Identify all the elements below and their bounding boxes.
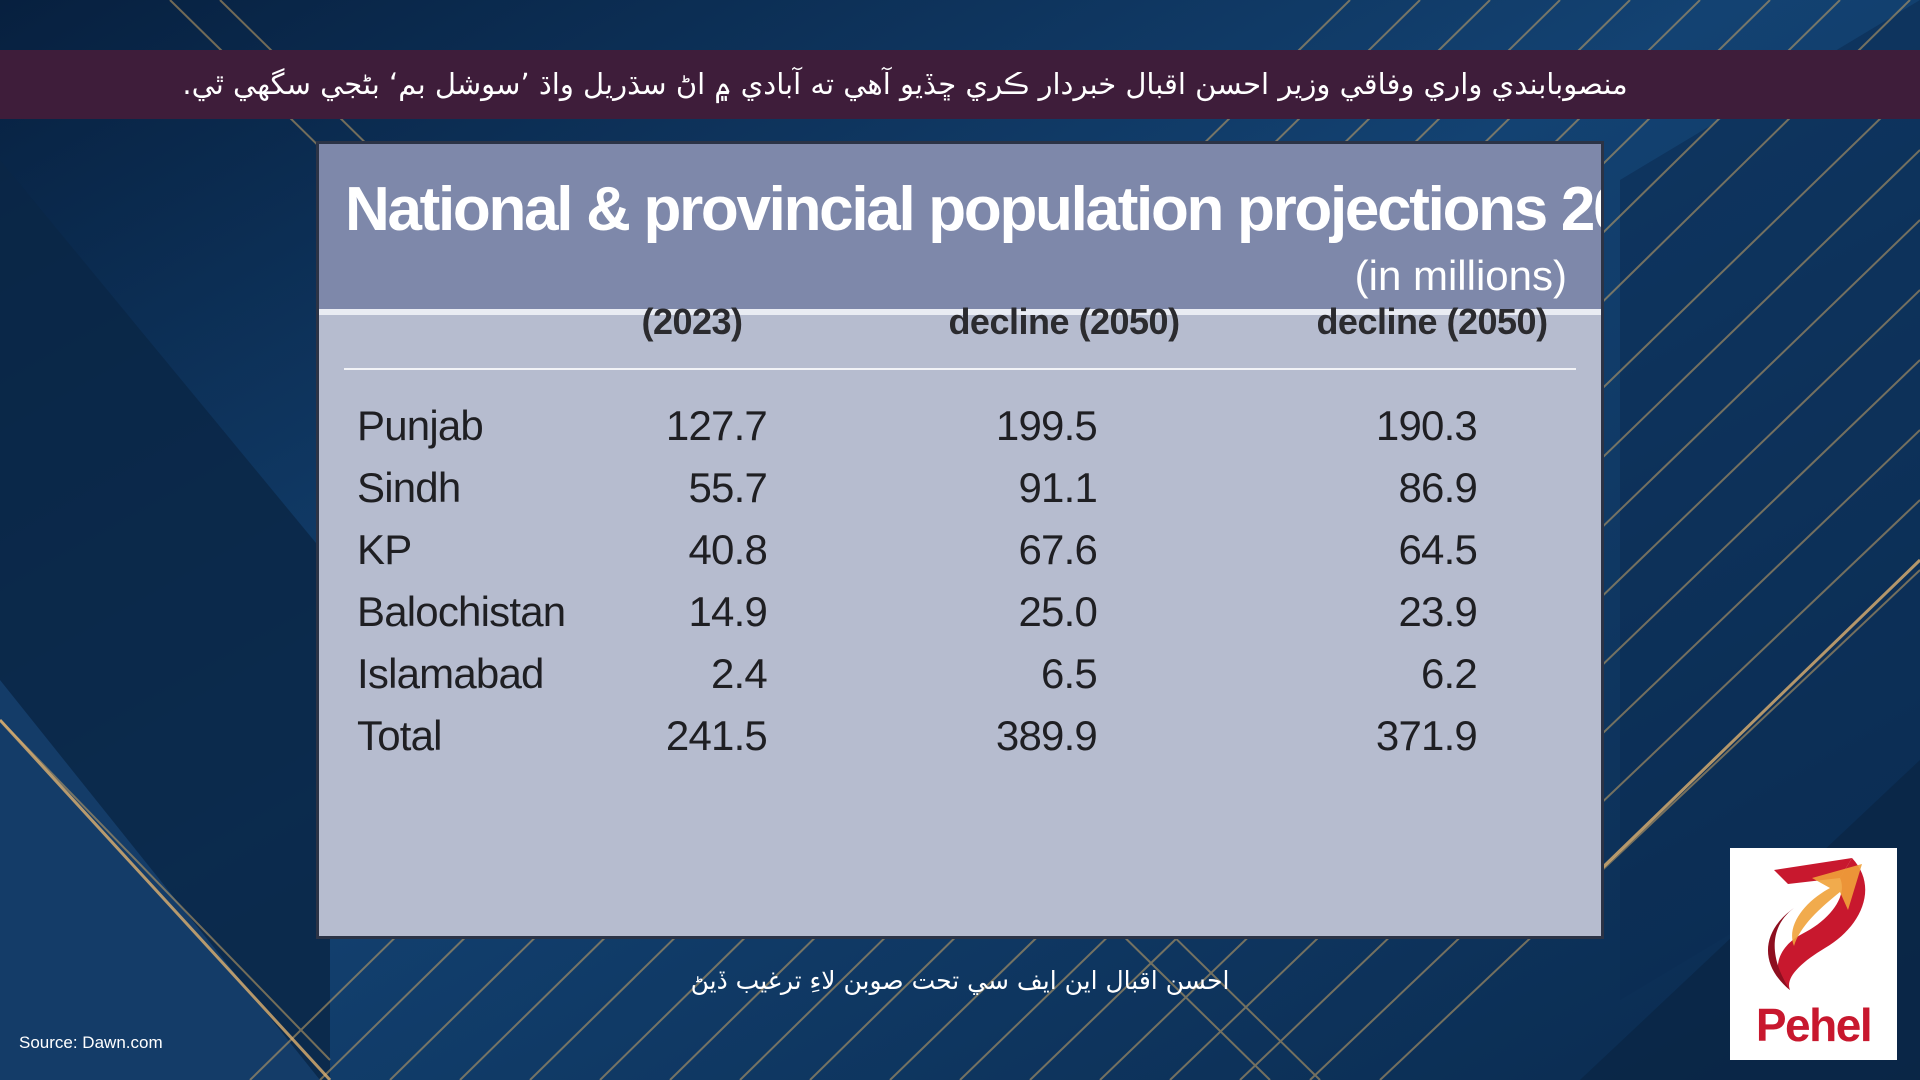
pehel-logo: Pehel bbox=[1730, 848, 1897, 1060]
row-value: 14.9 bbox=[688, 588, 767, 635]
row-value: 67.6 bbox=[1018, 526, 1097, 573]
table-row: Islamabad 2.4 6.5 6.2 bbox=[319, 644, 1601, 704]
row-label: Sindh bbox=[357, 464, 461, 511]
row-value: 55.7 bbox=[688, 464, 767, 511]
ticker-bar bbox=[0, 50, 1920, 119]
row-label: Balochistan bbox=[357, 588, 566, 635]
header-divider bbox=[319, 309, 1601, 315]
row-value: 241.5 bbox=[665, 712, 768, 759]
row-value: 40.8 bbox=[688, 526, 767, 573]
table-row: Total 241.5 389.9 371.9 bbox=[319, 706, 1601, 766]
column-header-decline-a: decline (2050) bbox=[948, 301, 1180, 342]
caption-text: احسن اقبال اين ايف سي تحت صوبن لاءِ ترغي… bbox=[690, 966, 1230, 995]
column-header-decline-b: decline (2050) bbox=[1316, 301, 1548, 342]
table-row: Punjab 127.7 199.5 190.3 bbox=[319, 396, 1601, 456]
table-row: Sindh 55.7 91.1 86.9 bbox=[319, 458, 1601, 518]
row-label: KP bbox=[357, 526, 412, 573]
column-header-rule bbox=[344, 368, 1576, 370]
source-credit: Source: Dawn.com bbox=[19, 1033, 163, 1052]
row-value: 25.0 bbox=[1018, 588, 1097, 635]
row-value: 2.4 bbox=[711, 650, 768, 697]
row-label: Islamabad bbox=[357, 650, 544, 697]
row-value: 23.9 bbox=[1398, 588, 1477, 635]
table-row: Balochistan 14.9 25.0 23.9 bbox=[319, 582, 1601, 642]
column-header-2023: (2023) bbox=[641, 301, 743, 342]
table-unit: (in millions) bbox=[1354, 252, 1567, 299]
row-value: 91.1 bbox=[1018, 464, 1097, 511]
row-value: 6.2 bbox=[1421, 650, 1478, 697]
logo-mark-icon bbox=[1767, 858, 1866, 990]
ticker-text: منصوبابندي واري وفاقي وزير احسن اقبال خب… bbox=[182, 67, 1628, 101]
table-header-band bbox=[319, 144, 1601, 309]
row-value: 64.5 bbox=[1398, 526, 1477, 573]
logo-wordmark: Pehel bbox=[1755, 999, 1873, 1051]
table-title: National & provincial population project… bbox=[345, 175, 1601, 244]
row-value: 127.7 bbox=[665, 402, 768, 449]
row-value: 199.5 bbox=[995, 402, 1098, 449]
row-value: 371.9 bbox=[1375, 712, 1478, 759]
row-value: 86.9 bbox=[1398, 464, 1477, 511]
row-value: 190.3 bbox=[1375, 402, 1478, 449]
row-value: 389.9 bbox=[995, 712, 1098, 759]
table-row: KP 40.8 67.6 64.5 bbox=[319, 520, 1601, 580]
row-label: Punjab bbox=[357, 402, 484, 449]
row-value: 6.5 bbox=[1041, 650, 1098, 697]
row-label: Total bbox=[357, 712, 443, 759]
projection-table-panel: National & provincial population project… bbox=[316, 141, 1604, 939]
